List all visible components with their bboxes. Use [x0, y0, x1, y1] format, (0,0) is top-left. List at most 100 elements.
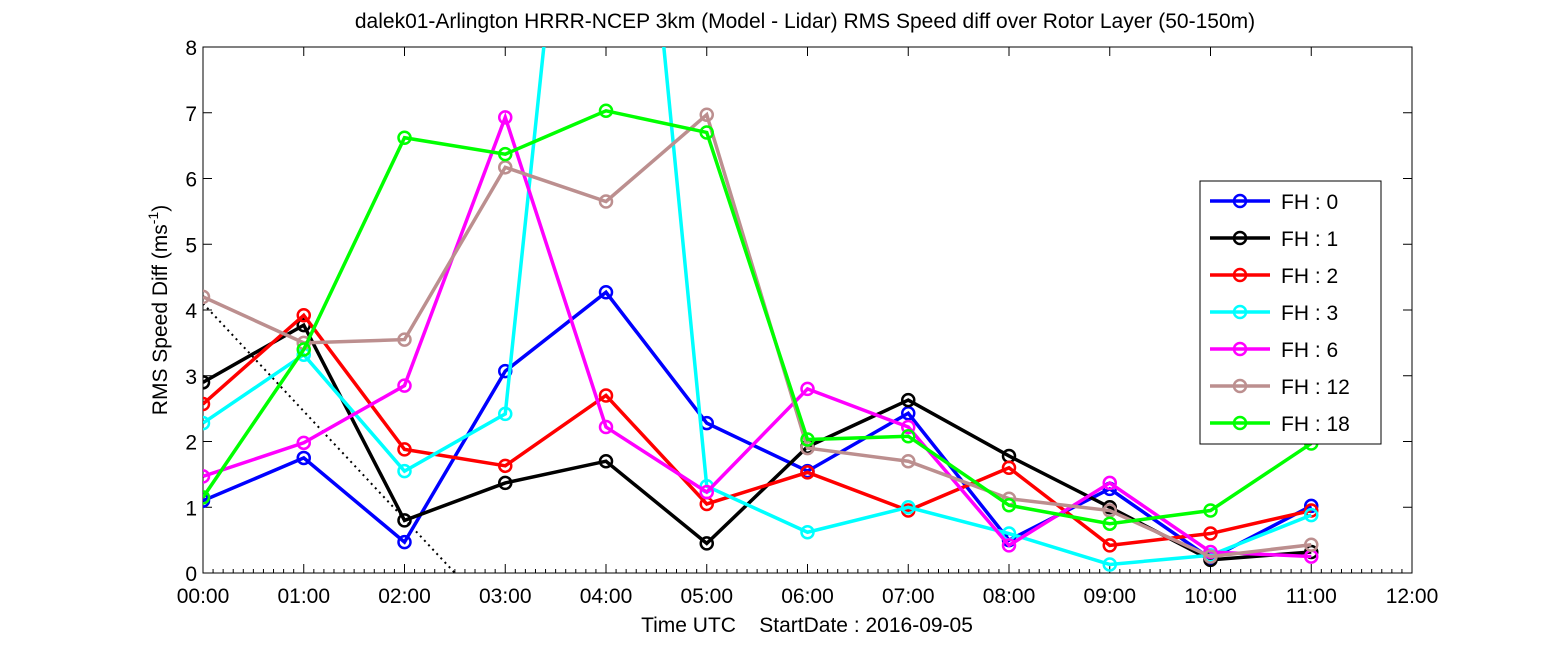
x-tick-label: 00:00: [177, 585, 230, 608]
y-tick-label: 4: [185, 300, 197, 323]
data-point: [800, 381, 815, 397]
y-axis-label-end: ): [149, 205, 172, 212]
data-point: [699, 536, 714, 551]
x-tick-label: 08:00: [983, 585, 1036, 608]
legend-label: FH : 2: [1281, 265, 1338, 288]
x-tick-label: 11:00: [1286, 585, 1337, 608]
data-point: [1203, 549, 1218, 564]
x-tick-label: 05:00: [680, 585, 733, 608]
data-point: [1102, 516, 1117, 531]
legend: FH : 0 FH : 1 FH : 2 FH : 3 FH : 6 FH : 12 FH …: [1199, 180, 1382, 445]
data-point: [800, 465, 815, 480]
data-point: [800, 432, 815, 447]
data-point: [498, 406, 513, 422]
y-tick-label: 8: [185, 37, 197, 60]
data-point: [699, 484, 714, 500]
data-point: [598, 388, 614, 403]
data-point: [1102, 557, 1117, 572]
data-point: [203, 396, 211, 412]
y-tick-label: 6: [185, 169, 197, 192]
data-point: [800, 524, 815, 540]
legend-label: FH : 6: [1281, 339, 1338, 362]
y-tick-label: 1: [185, 497, 197, 520]
data-point: [1001, 460, 1017, 476]
data-point: [498, 110, 513, 125]
series-line: [203, 47, 1312, 567]
data-point: [1304, 537, 1319, 552]
data-point: [296, 308, 311, 323]
data-point: [1102, 475, 1117, 491]
data-point: [203, 415, 211, 431]
legend-entry: FH : 2: [1210, 265, 1338, 288]
x-tick-label: 07:00: [882, 585, 935, 608]
data-point: [498, 146, 513, 162]
data-point: [203, 490, 211, 505]
legend-entry: FH : 0: [1210, 191, 1338, 214]
data-point: [699, 107, 714, 122]
data-point: [901, 453, 916, 469]
y-tick-label: 3: [185, 366, 197, 389]
y-axis-label: RMS Speed Diff (ms-1): [145, 205, 172, 415]
y-axis-label-main: RMS Speed Diff (ms: [149, 224, 172, 415]
data-point: [1203, 526, 1218, 541]
legend-entry: FH : 18: [1210, 413, 1350, 436]
series-4: [203, 110, 1319, 564]
data-point: [598, 453, 614, 469]
x-minor-ticks: [212, 569, 1403, 573]
x-tick-label: 02:00: [378, 585, 431, 608]
data-point: [901, 500, 916, 515]
series-line: [203, 289, 1313, 561]
data-point: [397, 332, 412, 347]
data-point: [901, 428, 916, 444]
legend-label: FH : 1: [1281, 228, 1338, 251]
legend-entry: FH : 6: [1210, 339, 1338, 362]
data-point: [397, 513, 412, 528]
data-point: [397, 463, 412, 479]
x-tick-label: 10:00: [1184, 585, 1237, 608]
legend-swatch-marker: [1232, 378, 1248, 394]
data-point: [397, 534, 412, 550]
y-tick-label: 7: [185, 103, 197, 126]
series-line: [203, 312, 1312, 548]
legend-swatch-marker: [1232, 267, 1248, 283]
data-point: [901, 392, 916, 408]
legend-swatch-marker: [1232, 415, 1248, 431]
data-point: [598, 194, 614, 209]
legend-swatch-marker: [1232, 230, 1248, 246]
x-tick-labels: 00:00 01:00 02:00 03:00 04:00 05:00 06:00 07:00…: [177, 585, 1439, 608]
data-point: [598, 103, 614, 119]
legend-entry: FH : 12: [1210, 376, 1350, 399]
x-tick-label: 09:00: [1083, 585, 1136, 608]
data-point: [1102, 538, 1117, 553]
legend-label: FH : 3: [1281, 302, 1338, 325]
data-point: [598, 419, 614, 435]
legend-label: FH : 18: [1281, 413, 1350, 436]
chart-title: dalek01-Arlington HRRR-NCEP 3km (Model -…: [355, 10, 1255, 33]
data-point: [901, 419, 916, 435]
series-line: [203, 112, 1312, 559]
series-group: [203, 47, 1319, 573]
data-point: [397, 442, 412, 457]
x-tick-label: 04:00: [580, 585, 633, 608]
y-axis-label-sup: -1: [145, 212, 161, 225]
x-axis-label: Time UTC StartDate : 2016-09-05: [641, 614, 973, 637]
legend-swatch-marker: [1232, 304, 1248, 320]
data-point: [397, 130, 412, 145]
data-point: [498, 458, 513, 474]
data-point: [1304, 507, 1319, 523]
legend-entry: FH : 1: [1210, 228, 1338, 251]
y-tick-labels: 0 1 2 3 4 5 6 7 8: [185, 37, 197, 586]
y-tick-label: 2: [185, 432, 197, 455]
x-tick-label: 03:00: [479, 585, 532, 608]
axis-ticks: [202, 46, 1413, 574]
data-point: [498, 475, 513, 491]
data-point: [699, 125, 714, 140]
data-point: [397, 378, 412, 393]
legend-swatch-marker: [1232, 341, 1248, 357]
data-point: [1001, 538, 1017, 553]
data-point: [203, 469, 211, 484]
legend-label: FH : 0: [1281, 191, 1338, 214]
legend-entry: FH : 3: [1210, 302, 1338, 325]
data-point: [296, 342, 311, 357]
